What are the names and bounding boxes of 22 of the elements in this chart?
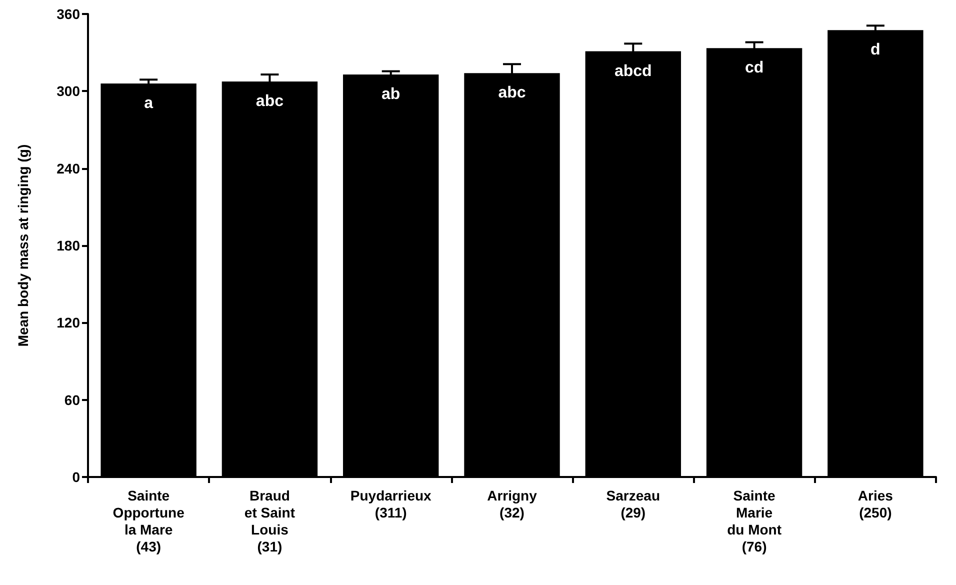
x-tick-label: Sainte Opportune la Mare (43) (112, 488, 185, 554)
x-tick-label: Arrigny (32) (487, 488, 538, 520)
y-tick-label: 360 (56, 6, 80, 22)
data-label: ab (382, 86, 400, 103)
x-tick-label: Sainte Marie du Mont (76) (727, 488, 782, 554)
y-tick-label: 240 (56, 160, 80, 176)
x-tick-label: Sarzeau (29) (606, 488, 660, 520)
y-tick-label: 120 (56, 314, 80, 331)
data-label: d (870, 42, 880, 59)
y-tick-label: 60 (64, 392, 80, 408)
data-label: a (144, 94, 154, 112)
data-label: abc (498, 84, 526, 102)
x-tick-label: Braud et Saint Louis (31) (244, 488, 296, 554)
x-tick-label: Puydarrieux (311) (350, 488, 432, 520)
y-tick-label: 300 (56, 83, 80, 100)
data-label: abcd (614, 62, 652, 80)
y-axis-title: Mean body mass at ringing (g) (15, 144, 31, 347)
x-tick-label: Aries (250) (858, 488, 894, 520)
y-tick-label: 0 (72, 469, 80, 485)
data-label: abc (256, 93, 284, 110)
y-tick-label: 180 (56, 238, 80, 254)
data-label: cd (744, 60, 764, 77)
